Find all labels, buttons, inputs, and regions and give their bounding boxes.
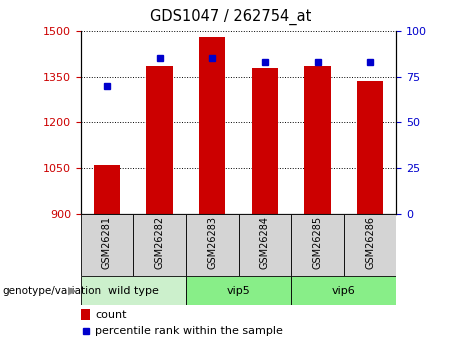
Bar: [147, 66, 173, 214]
Text: vip5: vip5: [227, 286, 250, 296]
Text: genotype/variation: genotype/variation: [2, 286, 101, 296]
Bar: [133, 214, 186, 276]
Bar: [252, 68, 278, 214]
Bar: [199, 37, 225, 214]
Bar: [94, 165, 120, 214]
Bar: [304, 66, 331, 214]
Text: percentile rank within the sample: percentile rank within the sample: [95, 326, 284, 336]
Bar: [186, 276, 291, 305]
Text: vip6: vip6: [332, 286, 356, 296]
Bar: [81, 276, 186, 305]
Bar: [291, 214, 344, 276]
Bar: [186, 214, 239, 276]
Text: GSM26285: GSM26285: [313, 216, 323, 269]
Text: GSM26283: GSM26283: [207, 216, 217, 269]
Bar: [344, 214, 396, 276]
Bar: [81, 214, 133, 276]
Text: count: count: [95, 310, 127, 319]
Text: GSM26282: GSM26282: [154, 216, 165, 269]
Bar: [357, 81, 383, 214]
Text: GSM26284: GSM26284: [260, 216, 270, 269]
Bar: [291, 276, 396, 305]
Bar: [239, 214, 291, 276]
Text: GDS1047 / 262754_at: GDS1047 / 262754_at: [150, 9, 311, 25]
Text: ▶: ▶: [68, 286, 76, 296]
Text: GSM26281: GSM26281: [102, 216, 112, 269]
Text: GSM26286: GSM26286: [365, 216, 375, 269]
Text: wild type: wild type: [108, 286, 159, 296]
Bar: [81, 309, 90, 320]
